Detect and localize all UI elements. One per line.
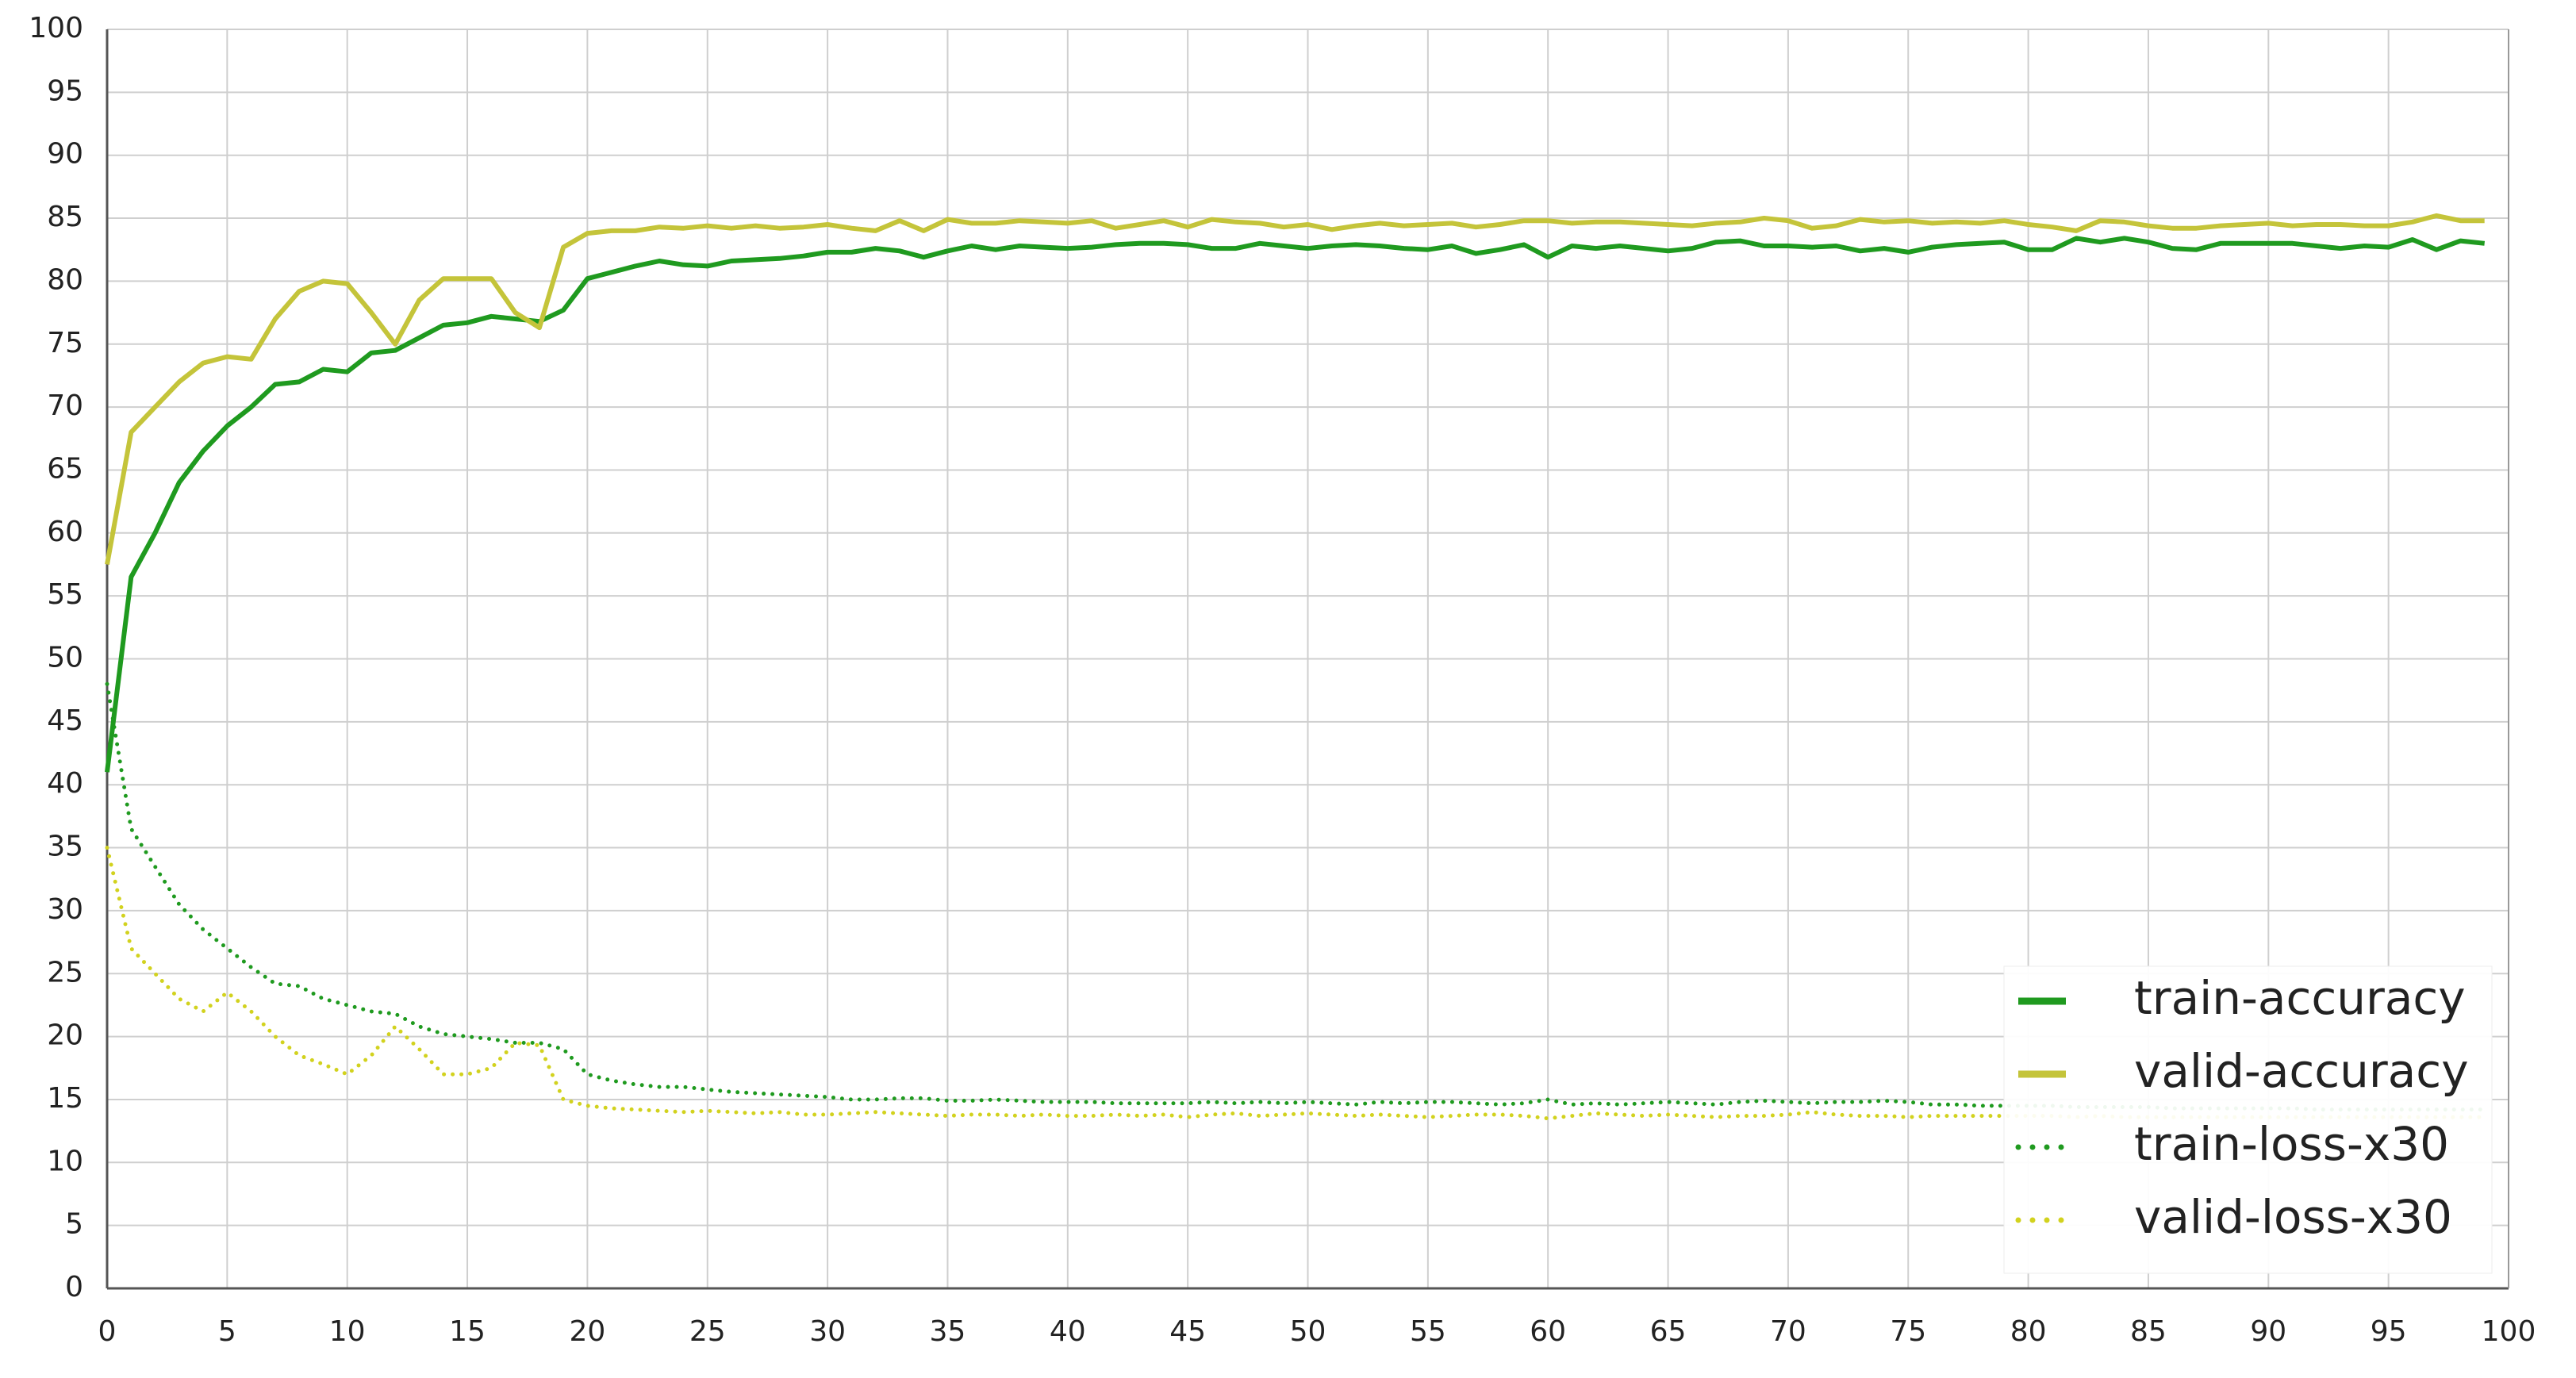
legend-label: train-loss-x30 bbox=[2134, 1117, 2449, 1171]
x-tick-label: 90 bbox=[2250, 1315, 2286, 1348]
y-tick-label: 50 bbox=[47, 642, 83, 674]
legend-label: valid-accuracy bbox=[2134, 1044, 2469, 1098]
y-tick-label: 0 bbox=[65, 1271, 83, 1303]
y-tick-label: 60 bbox=[47, 516, 83, 548]
x-tick-label: 45 bbox=[1169, 1315, 1206, 1348]
series-line bbox=[105, 213, 2485, 566]
x-tick-label: 70 bbox=[1770, 1315, 1806, 1348]
y-tick-label: 70 bbox=[47, 390, 83, 422]
x-tick-label: 0 bbox=[98, 1315, 117, 1348]
x-tick-label: 75 bbox=[1890, 1315, 1926, 1348]
x-tick-label: 20 bbox=[569, 1315, 605, 1348]
legend-label: valid-loss-x30 bbox=[2134, 1190, 2452, 1244]
x-tick-label: 40 bbox=[1050, 1315, 1086, 1348]
y-tick-label: 85 bbox=[47, 201, 83, 233]
x-tick-label: 30 bbox=[809, 1315, 846, 1348]
y-tick-label: 100 bbox=[29, 12, 83, 44]
x-tick-label: 95 bbox=[2371, 1315, 2407, 1348]
x-tick-label: 85 bbox=[2130, 1315, 2167, 1348]
x-tick-label: 5 bbox=[218, 1315, 236, 1348]
x-tick-label: 35 bbox=[930, 1315, 966, 1348]
x-tick-label: 60 bbox=[1530, 1315, 1566, 1348]
x-tick-label: 55 bbox=[1410, 1315, 1446, 1348]
series-line bbox=[105, 236, 2486, 773]
y-tick-label: 75 bbox=[47, 327, 83, 359]
x-tick-label: 10 bbox=[329, 1315, 366, 1348]
y-tick-label: 45 bbox=[47, 704, 83, 737]
y-tick-label: 90 bbox=[47, 138, 83, 171]
x-tick-label: 50 bbox=[1290, 1315, 1326, 1348]
x-tick-label: 25 bbox=[689, 1315, 726, 1348]
y-tick-label: 40 bbox=[47, 767, 83, 800]
y-tick-label: 35 bbox=[47, 831, 83, 863]
y-tick-label: 80 bbox=[47, 263, 83, 296]
y-tick-label: 25 bbox=[47, 956, 83, 988]
x-tick-label: 15 bbox=[449, 1315, 486, 1348]
y-tick-label: 30 bbox=[47, 893, 83, 926]
x-tick-label: 80 bbox=[2010, 1315, 2047, 1348]
y-tick-label: 5 bbox=[65, 1208, 83, 1241]
legend-box bbox=[2003, 965, 2493, 1274]
y-tick-label: 65 bbox=[47, 452, 83, 485]
y-tick-label: 55 bbox=[47, 578, 83, 611]
y-tick-label: 20 bbox=[47, 1019, 83, 1052]
x-tick-label: 100 bbox=[2482, 1315, 2536, 1348]
y-tick-label: 15 bbox=[47, 1082, 83, 1115]
y-tick-label: 10 bbox=[47, 1145, 83, 1177]
legend-label: train-accuracy bbox=[2134, 971, 2466, 1025]
legend: train-accuracy valid-accuracy train-loss-x… bbox=[2003, 965, 2493, 1274]
y-tick-label: 95 bbox=[47, 75, 83, 107]
x-tick-label: 65 bbox=[1650, 1315, 1687, 1348]
